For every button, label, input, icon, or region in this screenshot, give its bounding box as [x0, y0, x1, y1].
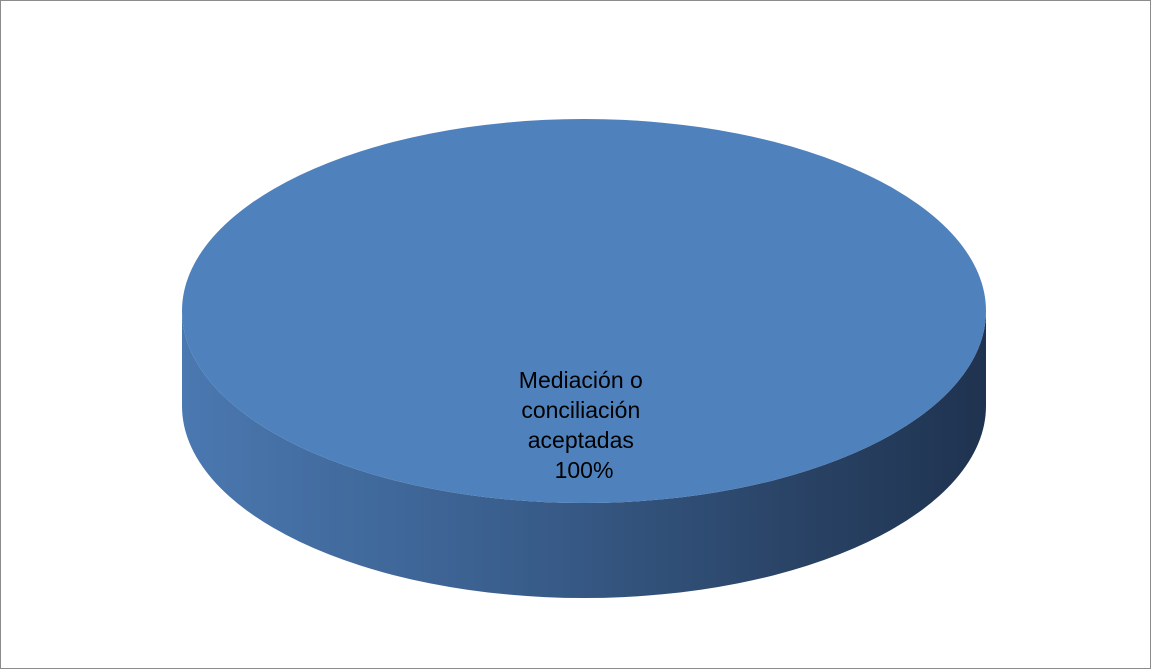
slice-label: Mediación o conciliación aceptadas 100%	[519, 367, 649, 483]
slice-label-line-1: Mediación o	[519, 367, 643, 393]
slice-label-line-3: aceptadas	[528, 427, 634, 453]
pie-slice-side	[182, 311, 986, 598]
pie-slice-top	[182, 119, 986, 503]
slice-value-label: 100%	[555, 457, 614, 483]
slice-label-line-2: conciliación	[521, 397, 640, 423]
